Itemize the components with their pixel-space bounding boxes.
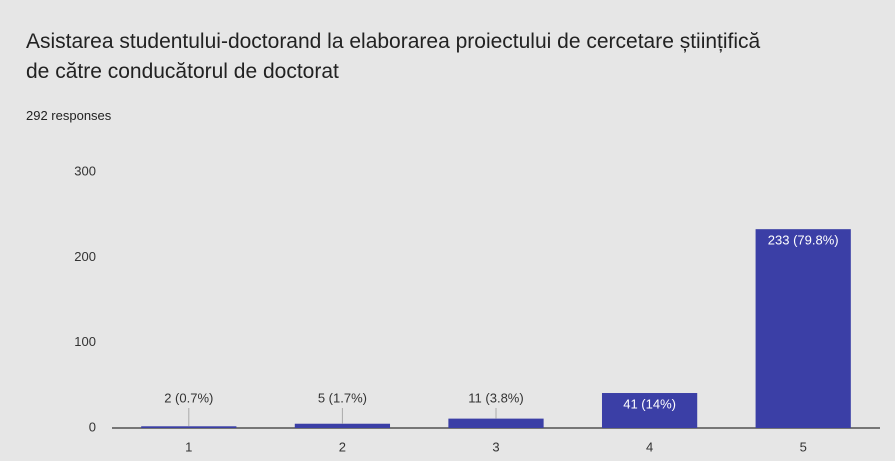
data-label: 41 (14%) — [623, 396, 676, 411]
y-tick-label: 100 — [74, 334, 96, 349]
data-label: 233 (79.8%) — [768, 233, 839, 248]
x-tick-label: 1 — [185, 439, 192, 454]
x-tick-label: 3 — [492, 439, 499, 454]
bar — [294, 423, 391, 428]
data-label: 5 (1.7%) — [318, 390, 367, 405]
x-tick-label: 2 — [339, 439, 346, 454]
bar — [141, 426, 237, 428]
data-label: 11 (3.8%) — [468, 390, 523, 405]
bar — [601, 393, 698, 428]
y-tick-label: 0 — [89, 419, 96, 434]
y-tick-label: 200 — [74, 249, 96, 264]
bar — [448, 418, 544, 428]
x-tick-label: 5 — [800, 439, 807, 454]
chart-subtitle: 292 responses — [26, 108, 112, 123]
data-label: 2 (0.7%) — [164, 390, 213, 405]
bar — [755, 229, 851, 428]
x-tick-label: 4 — [646, 439, 653, 454]
chart-title: Asistarea studentului-doctorand la elabo… — [26, 30, 761, 83]
y-tick-label: 300 — [74, 163, 96, 178]
